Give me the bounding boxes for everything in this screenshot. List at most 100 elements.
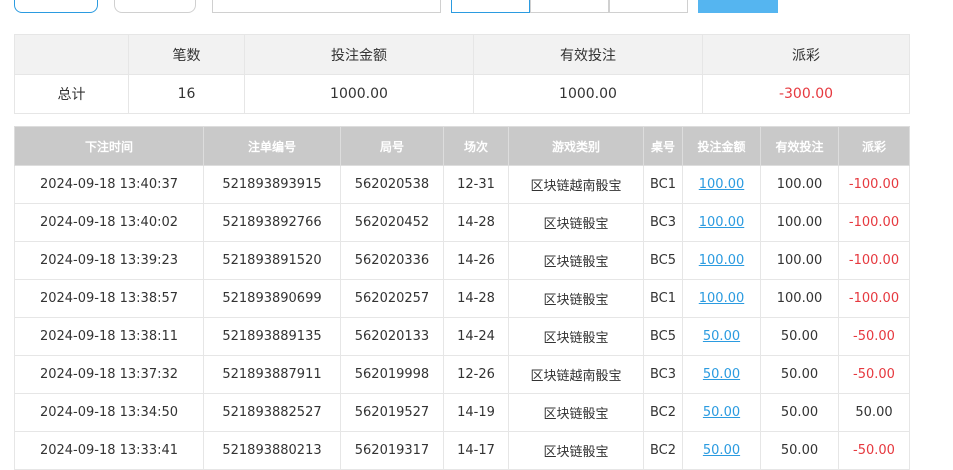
amount-link[interactable]: 50.00 [702, 367, 741, 382]
cell: 1000.00 [244, 74, 474, 114]
cell: 100.00 [682, 241, 761, 280]
amount-link[interactable]: 100.00 [698, 177, 745, 192]
row: 2024-09-18 13:37:32 521893887911 562019998… [14, 355, 910, 394]
amount-link[interactable]: 50.00 [702, 329, 741, 344]
cell: 50.00 [760, 431, 839, 470]
cell: 100.00 [760, 241, 839, 280]
cell: -100.00 [838, 241, 910, 280]
cell: 12-31 [443, 165, 509, 204]
cell: 16 [128, 74, 245, 114]
cell: 562019527 [340, 393, 444, 432]
cell: BC3 [643, 203, 683, 242]
cell: 100.00 [760, 279, 839, 318]
cell: 14-19 [443, 393, 509, 432]
cell: BC5 [643, 241, 683, 280]
cell: 50.00 [682, 393, 761, 432]
cell: 50.00 [682, 317, 761, 356]
cell: 562019998 [340, 355, 444, 394]
cell: 562020336 [340, 241, 444, 280]
cell: -100.00 [838, 165, 910, 204]
button[interactable] [114, 0, 196, 13]
cell: 区块链越南骰宝 [508, 355, 644, 394]
cell: 50.00 [838, 393, 910, 432]
cell: 50.00 [682, 431, 761, 470]
header-cell: 有效投注 [473, 34, 703, 75]
cell: 562019317 [340, 431, 444, 470]
cell: 50.00 [760, 317, 839, 356]
amount-link[interactable]: 100.00 [698, 253, 745, 268]
cell: BC3 [643, 355, 683, 394]
header-cell: 笔数 [128, 34, 245, 75]
row: 2024-09-18 13:40:37 521893893915 562020538… [14, 165, 910, 204]
cell: -100.00 [838, 203, 910, 242]
cell: 521893893915 [203, 165, 341, 204]
cell: 区块链骰宝 [508, 431, 644, 470]
header-cell: 局号 [340, 126, 444, 166]
header-cell: 注单编号 [203, 126, 341, 166]
tab-button[interactable] [451, 0, 530, 13]
cell: 562020452 [340, 203, 444, 242]
header-cell: 投注金额 [682, 126, 761, 166]
cell: 1000.00 [473, 74, 703, 114]
cell: 区块链骰宝 [508, 393, 644, 432]
row: 2024-09-18 13:40:02 521893892766 562020452… [14, 203, 910, 242]
bet-table: 下注时间 注单编号 局号 场次 游戏类别 桌号 投注金额 有效投注 派彩 2024-09-18 … [14, 126, 910, 470]
row: 2024-09-18 13:38:57 521893890699 562020257… [14, 279, 910, 318]
cell: 562020133 [340, 317, 444, 356]
header-cell: 有效投注 [760, 126, 839, 166]
amount-link[interactable]: 100.00 [698, 291, 745, 306]
cell: -50.00 [838, 317, 910, 356]
cell: 14-17 [443, 431, 509, 470]
header-cell: 游戏类别 [508, 126, 644, 166]
cell: 50.00 [760, 393, 839, 432]
header-cell [14, 34, 129, 75]
cell: BC1 [643, 165, 683, 204]
cell: 100.00 [760, 203, 839, 242]
button[interactable] [14, 0, 98, 13]
table-header: 下注时间 注单编号 局号 场次 游戏类别 桌号 投注金额 有效投注 派彩 [14, 126, 910, 166]
cell: 2024-09-18 13:37:32 [14, 355, 204, 394]
cell: 2024-09-18 13:34:50 [14, 393, 204, 432]
cell: 521893887911 [203, 355, 341, 394]
cell: BC2 [643, 393, 683, 432]
cell: -50.00 [838, 355, 910, 394]
summary-table: 笔数 投注金额 有效投注 派彩 总计 16 1000.00 1000.00 -300.00 [14, 34, 910, 114]
amount-link[interactable]: 100.00 [698, 215, 745, 230]
row: 2024-09-18 13:38:11 521893889135 562020133… [14, 317, 910, 356]
cell: 2024-09-18 13:33:41 [14, 431, 204, 470]
summary-header: 笔数 投注金额 有效投注 派彩 [14, 34, 910, 75]
row: 2024-09-18 13:33:41 521893880213 562019317… [14, 431, 910, 470]
tab-button[interactable] [609, 0, 688, 13]
cell: 100.00 [682, 203, 761, 242]
cell: -300.00 [702, 74, 910, 114]
tab-button[interactable] [530, 0, 609, 13]
cell: 521893882527 [203, 393, 341, 432]
cell: BC2 [643, 431, 683, 470]
cell: -100.00 [838, 279, 910, 318]
cell: 562020538 [340, 165, 444, 204]
header-cell: 派彩 [702, 34, 910, 75]
cell: 100.00 [682, 165, 761, 204]
amount-link[interactable]: 50.00 [702, 405, 741, 420]
cell: 50.00 [760, 355, 839, 394]
search-button[interactable] [698, 0, 778, 13]
summary-row: 总计 16 1000.00 1000.00 -300.00 [14, 74, 910, 114]
row: 2024-09-18 13:34:50 521893882527 562019527… [14, 393, 910, 432]
header-cell: 派彩 [838, 126, 910, 166]
cell: 100.00 [760, 165, 839, 204]
cell: 50.00 [682, 355, 761, 394]
header-cell: 桌号 [643, 126, 683, 166]
cell: 2024-09-18 13:40:37 [14, 165, 204, 204]
cell: 14-28 [443, 279, 509, 318]
amount-link[interactable]: 50.00 [702, 443, 741, 458]
header-cell: 场次 [443, 126, 509, 166]
cell: BC5 [643, 317, 683, 356]
row: 2024-09-18 13:39:23 521893891520 562020336… [14, 241, 910, 280]
cell: 521893892766 [203, 203, 341, 242]
date-input[interactable] [212, 0, 441, 13]
cell: BC1 [643, 279, 683, 318]
cell: -50.00 [838, 431, 910, 470]
cell: 521893889135 [203, 317, 341, 356]
page: 笔数 投注金额 有效投注 派彩 总计 16 1000.00 1000.00 -300.00 下… [14, 0, 910, 470]
cell: 区块链骰宝 [508, 241, 644, 280]
